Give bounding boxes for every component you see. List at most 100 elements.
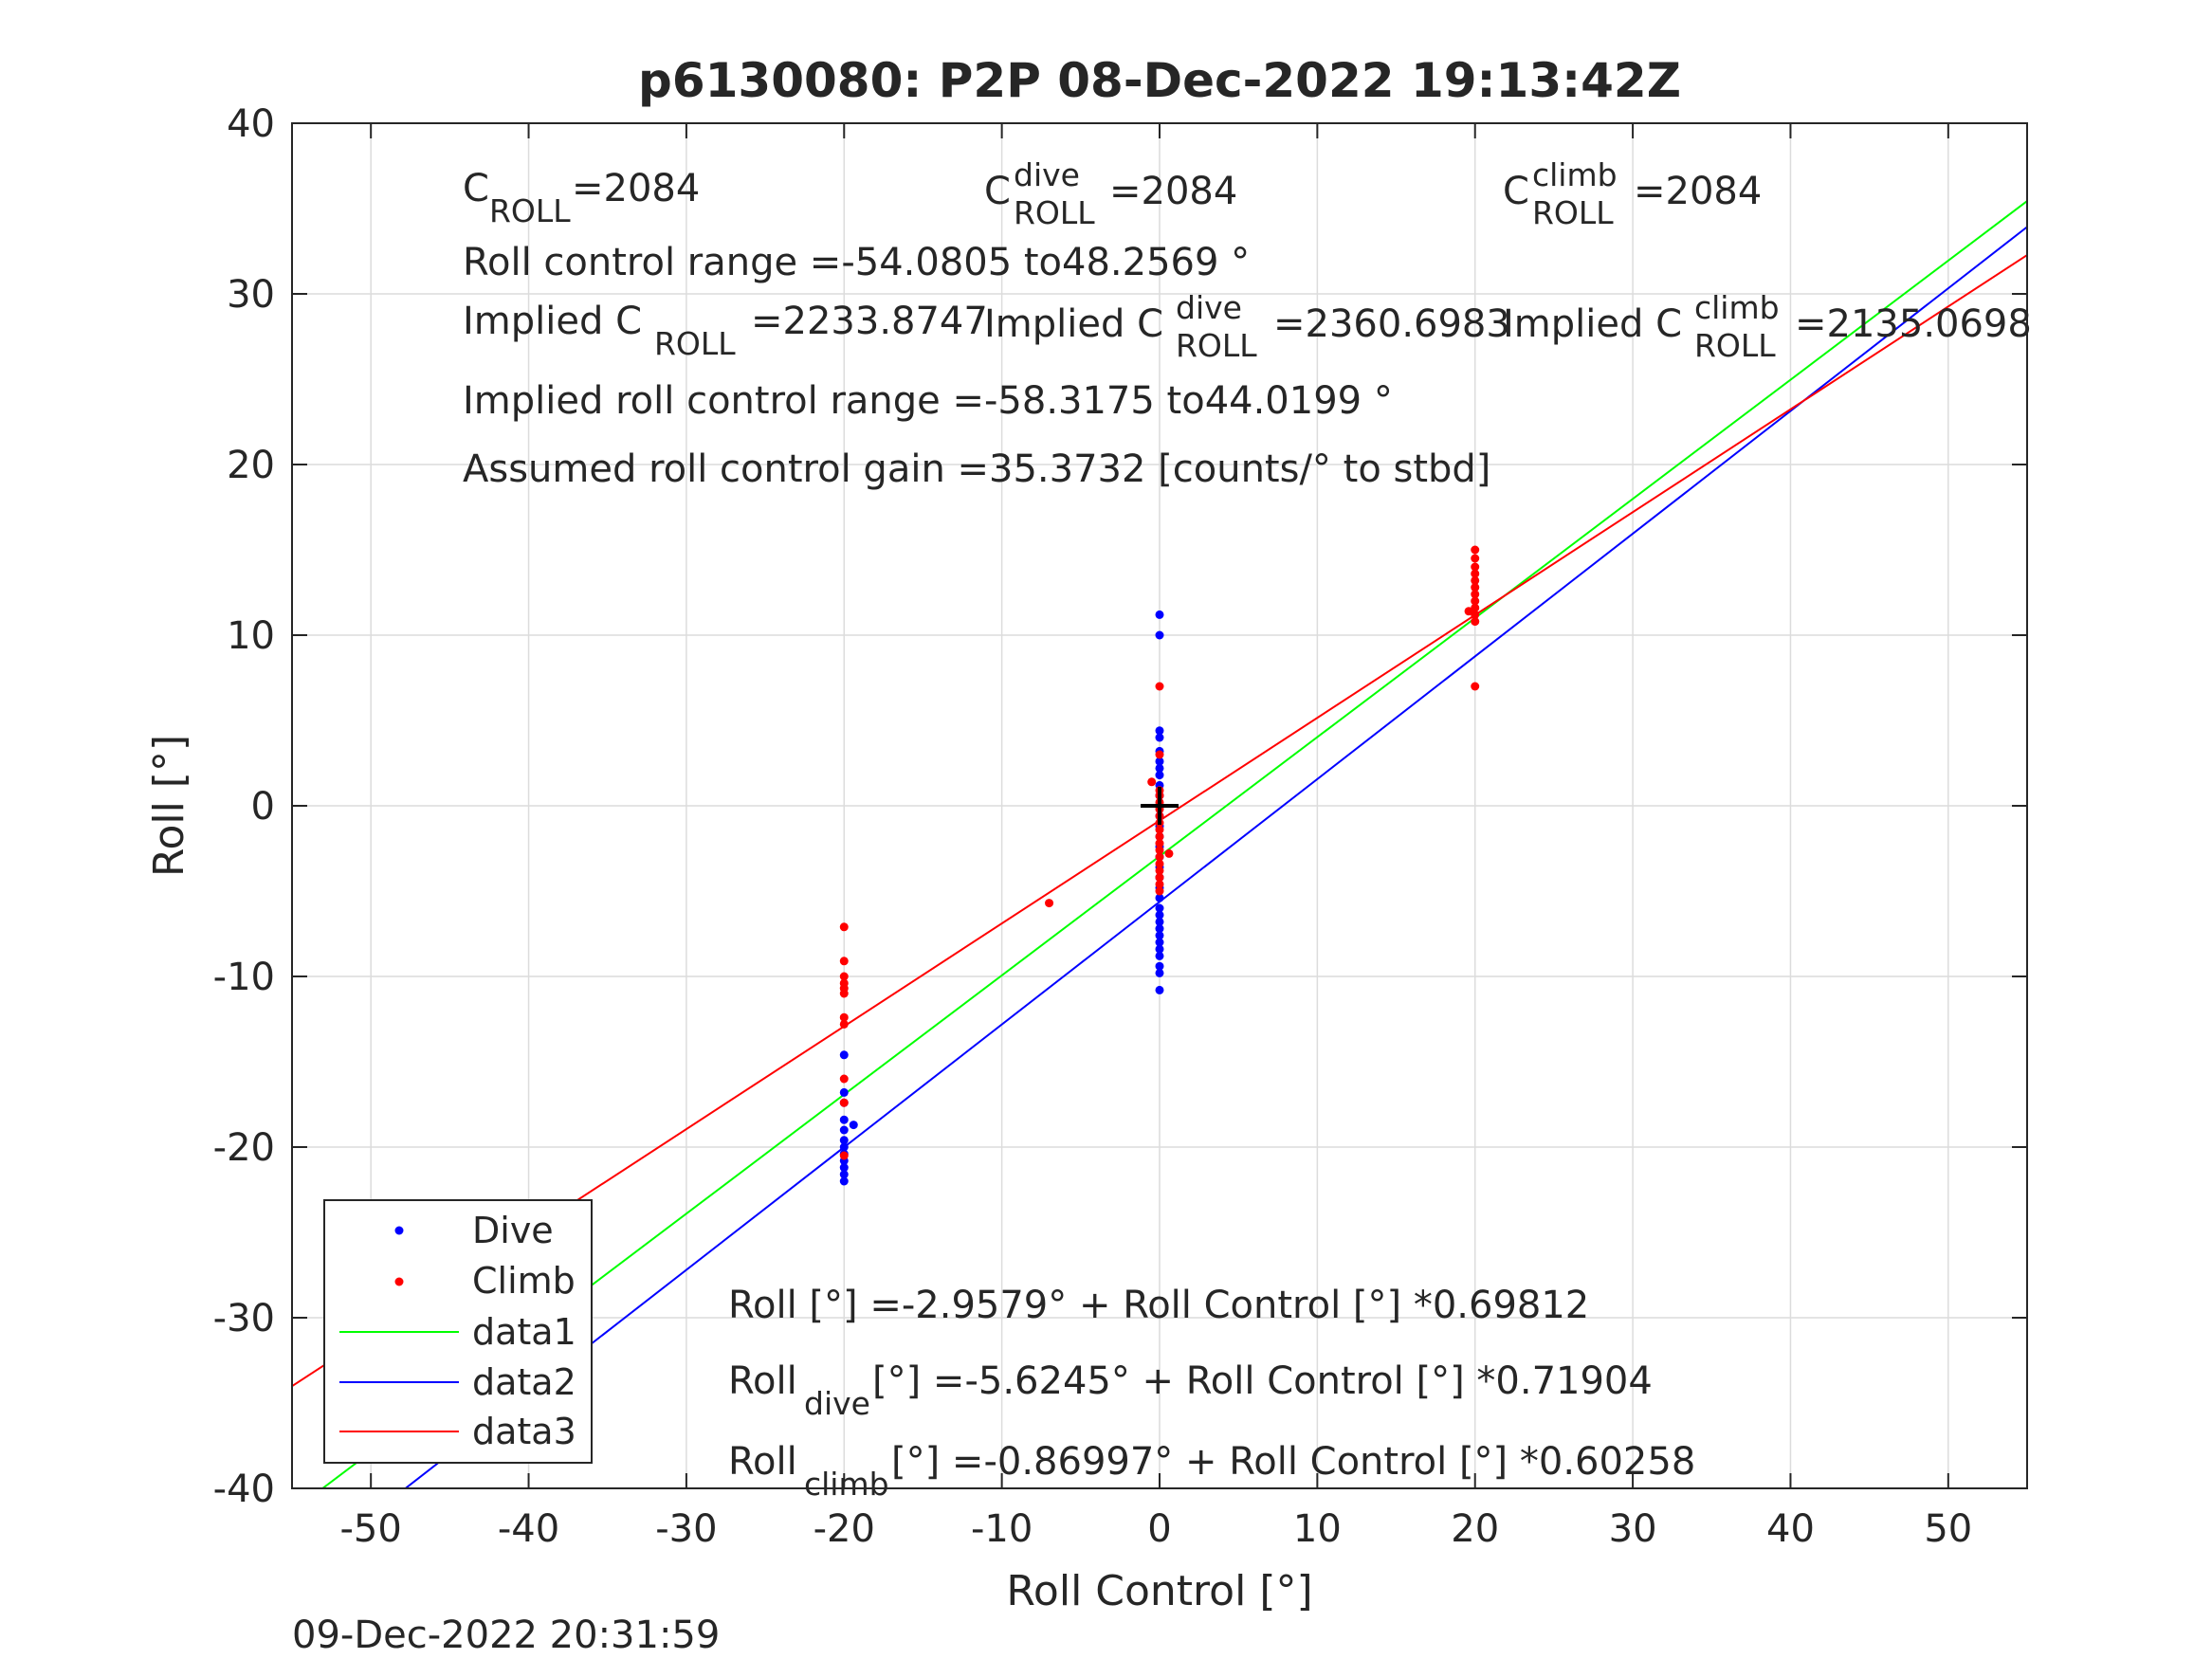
dive-point <box>1155 610 1164 619</box>
annotation-implied-c-roll: Implied C ROLL =2233.8747 <box>463 300 988 362</box>
climb-point <box>839 957 849 966</box>
dive-point <box>1155 917 1164 926</box>
climb-point <box>839 922 849 932</box>
legend: Dive Climb data1 data2 data3 <box>323 1199 593 1464</box>
climb-point <box>1045 899 1054 908</box>
climb-point <box>1471 569 1480 578</box>
legend-dive-label: Dive <box>472 1210 554 1251</box>
annotation-c-roll-dive: C dive ROLL =2084 <box>984 156 1237 231</box>
svg-text:ROLL: ROLL <box>1014 194 1095 231</box>
x-tick-label: -30 <box>655 1507 717 1551</box>
legend-data1-label: data1 <box>472 1311 576 1353</box>
legend-climb-marker <box>394 1277 404 1286</box>
svg-text:=2233.8747: =2233.8747 <box>751 300 988 343</box>
legend-data2-label: data2 <box>472 1361 576 1403</box>
dive-point <box>839 1087 849 1097</box>
climb-point <box>1464 607 1473 616</box>
dive-point <box>849 1121 858 1130</box>
climb-point <box>1155 852 1164 862</box>
climb-point <box>1471 617 1480 627</box>
dive-point <box>1155 951 1164 960</box>
x-tick-label: 10 <box>1293 1507 1342 1551</box>
dive-point <box>839 1163 849 1173</box>
dive-point <box>1155 968 1164 977</box>
svg-text:climb: climb <box>1694 289 1780 326</box>
tick-labels: -50 -40 -30 -20 -10 0 10 20 30 40 50 -40 -30 -20 -10 0 1… <box>213 102 1973 1551</box>
fit-equation-dive: Roll dive [°] =-5.6245° + Roll Control [… <box>728 1359 1653 1422</box>
y-tick-label: 30 <box>227 273 275 317</box>
annotation-gain: Assumed roll control gain =35.3732 [coun… <box>463 447 1490 491</box>
climb-point <box>1155 880 1164 889</box>
x-tick-label: 30 <box>1609 1507 1657 1551</box>
y-tick-label: 40 <box>227 102 275 146</box>
dive-point <box>839 1170 849 1179</box>
dive-point <box>839 1125 849 1135</box>
dive-point <box>1155 910 1164 920</box>
climb-point <box>1155 859 1164 868</box>
climb-point <box>1147 777 1157 787</box>
dive-point <box>839 1050 849 1060</box>
climb-point <box>1155 886 1164 896</box>
y-tick-label: -40 <box>213 1468 275 1511</box>
svg-text:ROLL: ROLL <box>1694 327 1776 364</box>
svg-text:dive: dive <box>1176 289 1242 326</box>
climb-point <box>1471 545 1480 555</box>
axis-ticks <box>292 122 2027 1489</box>
svg-text:climb: climb <box>1532 156 1618 193</box>
svg-text:C: C <box>984 170 1011 213</box>
x-axis-label: Roll Control [°] <box>1006 1567 1312 1615</box>
climb-point <box>1155 682 1164 691</box>
dive-point <box>839 1142 849 1152</box>
climb-point <box>839 972 849 981</box>
svg-text:ROLL: ROLL <box>1176 327 1257 364</box>
climb-point <box>1471 562 1480 572</box>
data-points <box>839 545 1480 1186</box>
x-tick-label: -20 <box>814 1507 875 1551</box>
x-tick-label: 20 <box>1451 1507 1499 1551</box>
climb-point <box>1155 825 1164 834</box>
dive-point <box>1155 726 1164 736</box>
dive-point <box>1155 961 1164 971</box>
climb-point <box>1155 750 1164 759</box>
svg-text:=2360.6983: =2360.6983 <box>1273 302 1510 346</box>
y-tick-label: -10 <box>213 956 275 999</box>
svg-text:=2084: =2084 <box>1109 170 1237 213</box>
svg-text:=2135.0698: =2135.0698 <box>1795 302 2032 346</box>
origin-marker <box>1141 787 1179 825</box>
dive-point <box>1155 944 1164 954</box>
y-tick-label: -30 <box>213 1297 275 1340</box>
svg-text:[°] =-0.86997° + Roll Control: [°] =-0.86997° + Roll Control [°] *0.602… <box>891 1440 1695 1484</box>
svg-text:Implied C: Implied C <box>463 300 642 343</box>
x-tick-label: -10 <box>971 1507 1033 1551</box>
climb-point <box>1155 846 1164 855</box>
dive-point <box>839 1115 849 1124</box>
dive-point <box>1155 924 1164 934</box>
svg-text:dive: dive <box>804 1385 870 1422</box>
svg-text:Implied C: Implied C <box>984 302 1163 346</box>
svg-text:=2084: =2084 <box>572 167 700 210</box>
climb-point <box>1164 848 1174 858</box>
svg-text:C: C <box>1503 170 1529 213</box>
timestamp: 09-Dec-2022 20:31:59 <box>292 1613 720 1657</box>
dive-point <box>1155 985 1164 994</box>
climb-point <box>839 1074 849 1084</box>
dive-point <box>1155 733 1164 742</box>
y-tick-label: 20 <box>227 444 275 487</box>
svg-text:ROLL: ROLL <box>1532 194 1614 231</box>
svg-text:Roll: Roll <box>728 1359 797 1403</box>
svg-text:dive: dive <box>1014 156 1080 193</box>
climb-point <box>839 989 849 998</box>
dive-point <box>1155 763 1164 773</box>
fit-equation-climb: Roll climb [°] =-0.86997° + Roll Control… <box>728 1440 1695 1503</box>
annotation-implied-range: Implied roll control range =-58.3175 to4… <box>463 379 1393 423</box>
climb-point <box>1471 682 1480 691</box>
dive-point <box>839 1176 849 1186</box>
dive-point <box>1155 931 1164 940</box>
climb-point <box>1155 873 1164 883</box>
svg-text:[°] =-5.6245° + Roll Control [: [°] =-5.6245° + Roll Control [°] *0.7190… <box>872 1359 1653 1403</box>
y-tick-label: 10 <box>227 614 275 658</box>
dive-point <box>1155 757 1164 766</box>
dive-point <box>1155 893 1164 902</box>
y-axis-label: Roll [°] <box>145 735 193 877</box>
